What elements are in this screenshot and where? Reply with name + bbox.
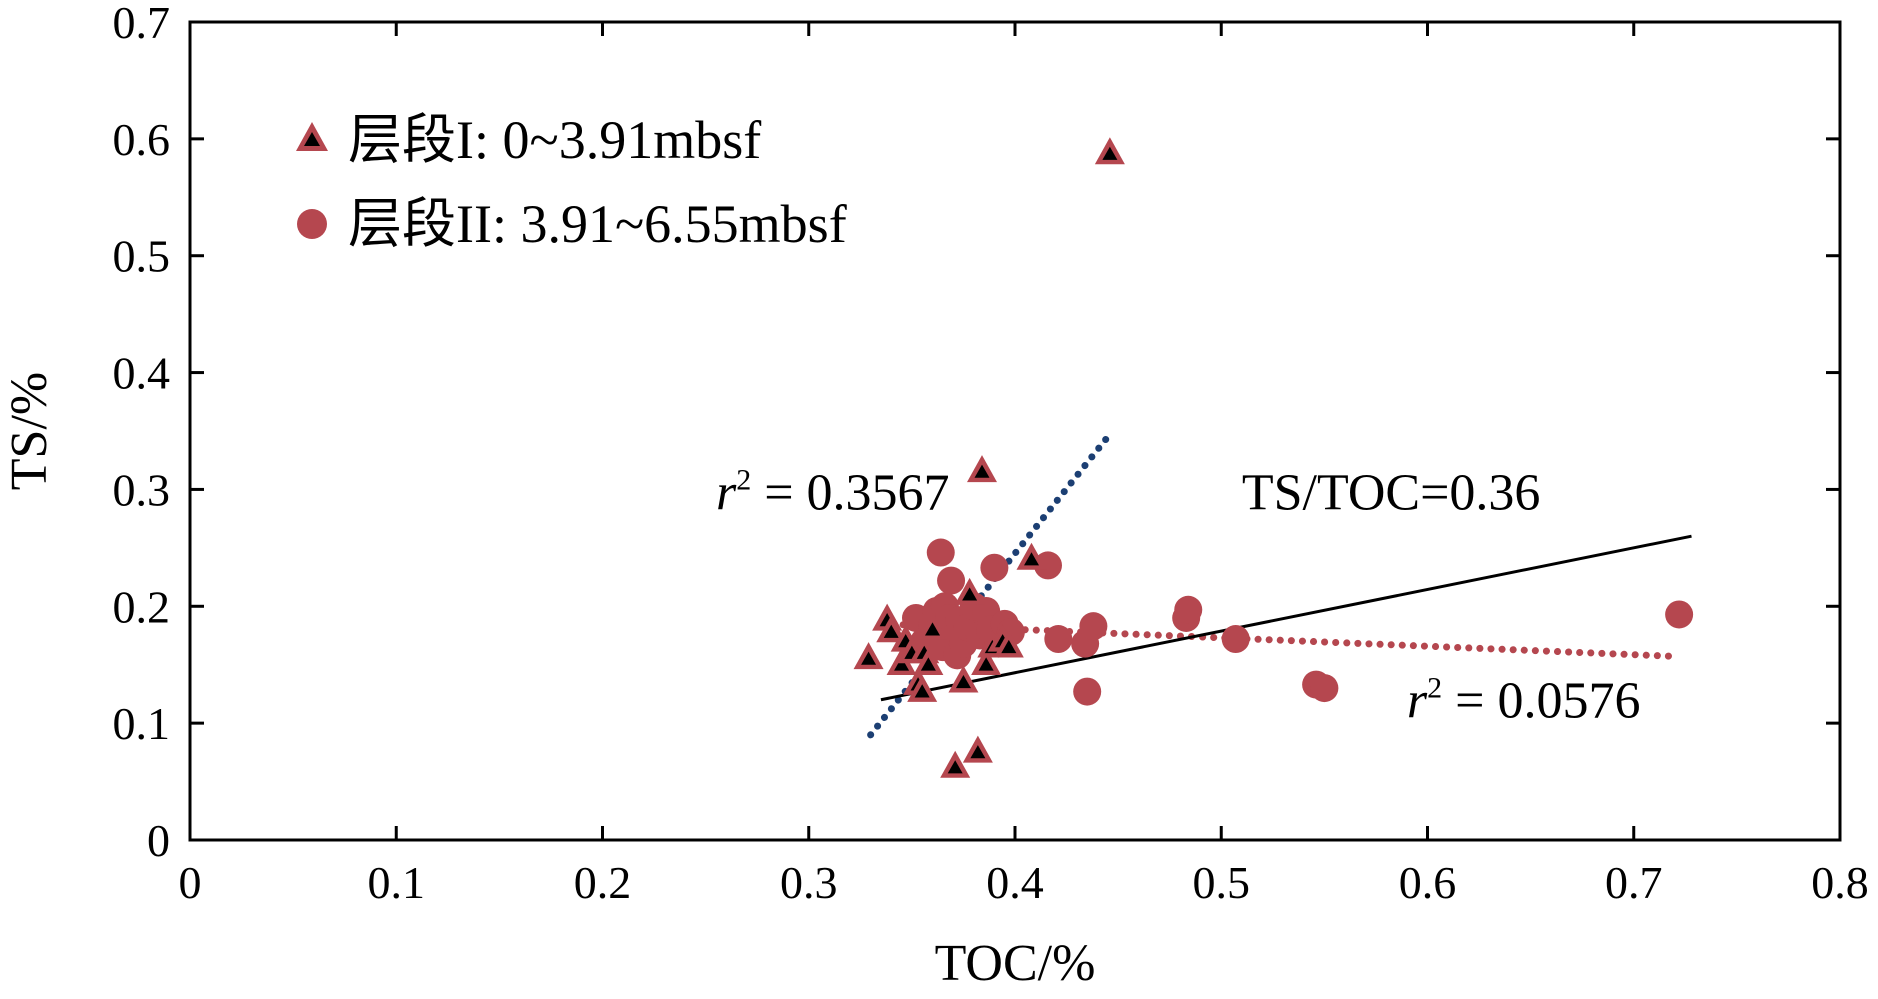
legend-item-interval2: 层段II: 3.91~6.55mbsf: [297, 194, 847, 254]
annotation-r2_interval1: r2 = 0.3567: [716, 463, 950, 521]
y-tick-label: 0.7: [113, 0, 171, 48]
y-tick-label: 0.3: [113, 464, 171, 515]
x-tick-label: 0: [179, 857, 202, 908]
annotations: r2 = 0.3567 TS/TOC=0.36 r2 = 0.0576: [716, 463, 1641, 729]
legend: 层段I: 0~3.91mbsf 层段II: 3.91~6.55mbsf: [296, 110, 847, 254]
y-tick-label: 0.2: [113, 581, 171, 632]
triangle-inner: [861, 651, 877, 665]
data-point-triangle: [917, 612, 948, 640]
data-point-circle: [937, 566, 966, 595]
triangle-inner: [962, 587, 978, 601]
data-point-triangle: [948, 665, 979, 693]
data-point-circle: [980, 553, 1009, 582]
x-tick-label: 0.1: [368, 857, 426, 908]
triangle-inner: [974, 464, 990, 478]
x-tick-label: 0.4: [986, 857, 1044, 908]
data-point-triangle: [876, 615, 907, 643]
legend-label: 层段I: 0~3.91mbsf: [348, 110, 761, 170]
y-tick-label: 0: [147, 815, 170, 866]
annotation-r2_interval2: r2 = 0.0576: [1407, 671, 1641, 729]
triangle-inner: [883, 624, 899, 638]
data-point-triangle: [853, 642, 884, 670]
x-tick-label: 0.3: [780, 857, 838, 908]
data-point-triangle: [967, 455, 997, 483]
data-points: [853, 137, 1694, 778]
data-point-circle: [1073, 677, 1102, 706]
legend-item-interval1: 层段I: 0~3.91mbsf: [296, 110, 761, 170]
y-axis-title: TS/%: [1, 372, 58, 490]
data-point-triangle: [1016, 542, 1047, 570]
y-tick-label: 0.4: [113, 348, 171, 399]
triangle-inner: [955, 674, 971, 689]
x-tick-label: 0.8: [1811, 857, 1869, 908]
x-tick-label: 0.5: [1193, 857, 1251, 908]
x-tick-label: 0.2: [574, 857, 632, 908]
data-point-circle: [1174, 595, 1203, 624]
y-tick-label: 0.1: [113, 698, 171, 749]
data-point-circle: [1044, 625, 1073, 654]
x-tick-label: 0.7: [1605, 857, 1663, 908]
data-point-circle: [1665, 600, 1694, 629]
triangle-inner: [894, 657, 910, 671]
triangle-inner: [925, 622, 940, 636]
triangle-inner: [1024, 552, 1039, 566]
y-tick-label: 0.6: [113, 114, 171, 165]
data-point-circle: [1221, 625, 1250, 654]
data-point-circle: [1034, 551, 1062, 580]
x-axis-title: TOC/%: [935, 935, 1096, 992]
triangle-icon-inner: [304, 132, 320, 146]
data-point-triangle: [954, 577, 985, 605]
annotation-ts_toc_ratio: TS/TOC=0.36: [1242, 464, 1541, 521]
y-tick-label: 0.5: [113, 231, 171, 282]
data-point-triangle: [907, 674, 938, 702]
data-point-triangle: [962, 735, 993, 763]
data-point-triangle: [1094, 137, 1125, 165]
circle-icon: [297, 209, 327, 239]
legend-label: 层段II: 3.91~6.55mbsf: [348, 194, 847, 254]
triangle-inner: [1001, 639, 1017, 654]
triangle-inner: [970, 745, 986, 759]
x-tick-label: 0.6: [1399, 857, 1457, 908]
data-point-circle: [1079, 612, 1108, 641]
triangle-inner: [914, 684, 930, 698]
data-point-triangle: [993, 630, 1024, 658]
data-point-triangle: [913, 647, 944, 675]
reference-line: [880, 534, 1692, 702]
triangle-inner: [978, 657, 994, 671]
data-point-circle: [926, 538, 955, 567]
data-point-triangle: [971, 647, 1002, 675]
data-point-triangle: [940, 750, 971, 778]
triangle-inner: [1102, 146, 1118, 160]
data-point-circle: [1310, 674, 1339, 703]
triangle-inner: [947, 760, 963, 774]
triangle-inner: [920, 657, 936, 671]
